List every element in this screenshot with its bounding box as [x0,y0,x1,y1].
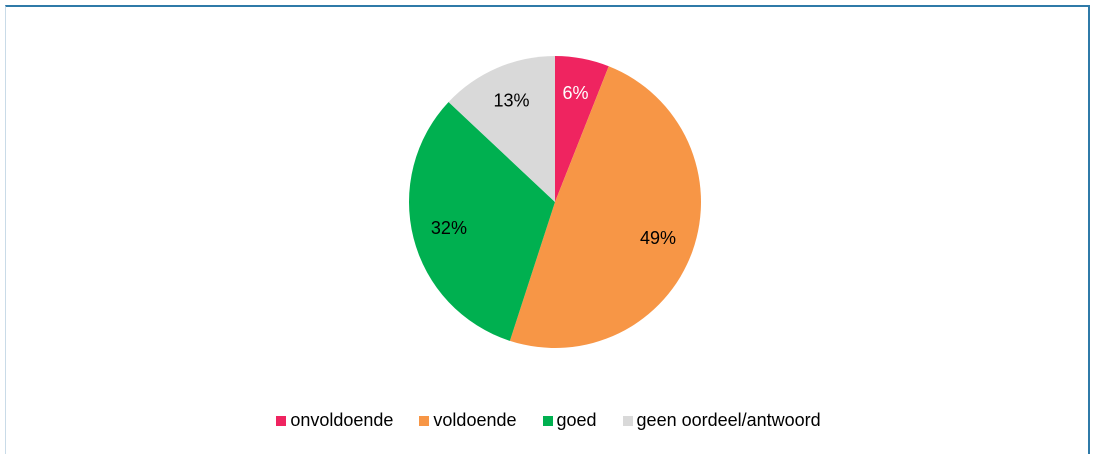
chart-frame [5,5,1090,454]
data-label: 6% [563,83,589,103]
legend-swatch [276,415,287,426]
legend-swatch [542,415,553,426]
legend-item: voldoende [419,410,517,431]
legend-swatch [419,415,430,426]
pie-slice [555,56,609,202]
legend-label: geen oordeel/antwoord [636,410,821,430]
pie-slice [409,102,555,341]
legend: onvoldoende voldoende goed geen oordeel/ant… [0,410,1097,431]
legend-item: goed [542,410,597,431]
legend-item: onvoldoende [276,410,393,431]
data-label: 49% [640,228,676,248]
data-label: 32% [431,218,467,238]
legend-label: voldoende [433,410,517,430]
data-label: 13% [493,90,529,110]
legend-label: goed [556,410,597,430]
pie-slice [509,66,701,348]
legend-swatch [622,415,633,426]
legend-item: geen oordeel/antwoord [622,410,821,431]
legend-label: onvoldoende [290,410,394,430]
pie-slice [448,55,555,202]
